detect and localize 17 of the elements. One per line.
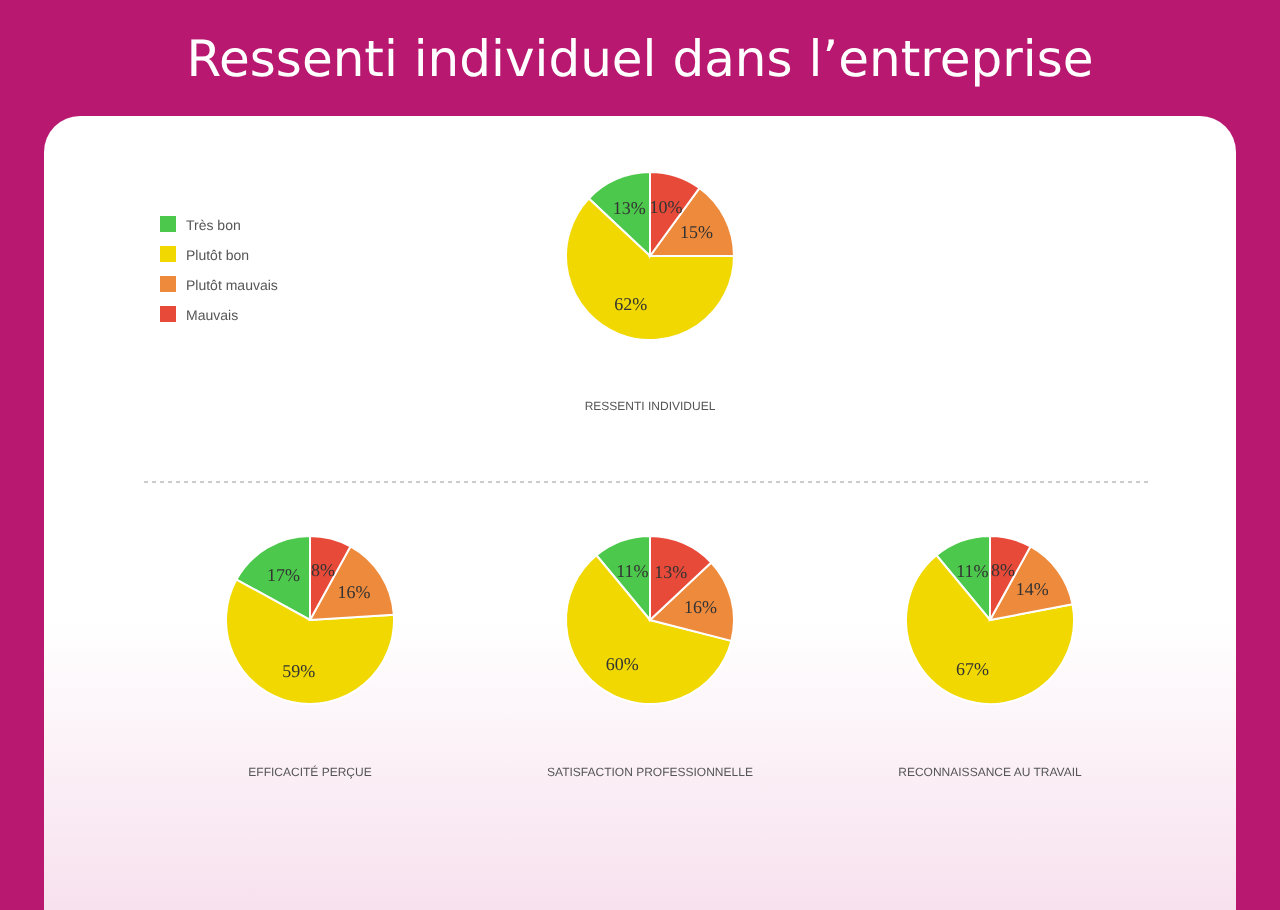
data-label: 8% [990,559,1016,580]
data-label: 17% [266,565,301,586]
data-label: 10% [649,196,684,217]
data-label: 13% [654,562,689,583]
data-label: 15% [679,222,714,243]
data-label: 59% [282,660,317,681]
data-label: 62% [614,294,649,315]
data-label: 67% [955,659,990,679]
data-label: 8% [310,559,336,580]
data-label: 13% [612,198,647,219]
text: Ressenti individuel dans l’entreprise [186,30,1094,88]
data-label: 11% [956,561,990,581]
data-label: 16% [683,597,718,618]
data-label: 14% [1015,579,1050,600]
data-label: 16% [337,582,372,603]
data-label: 60% [605,653,640,674]
data-label: 11% [616,561,650,581]
